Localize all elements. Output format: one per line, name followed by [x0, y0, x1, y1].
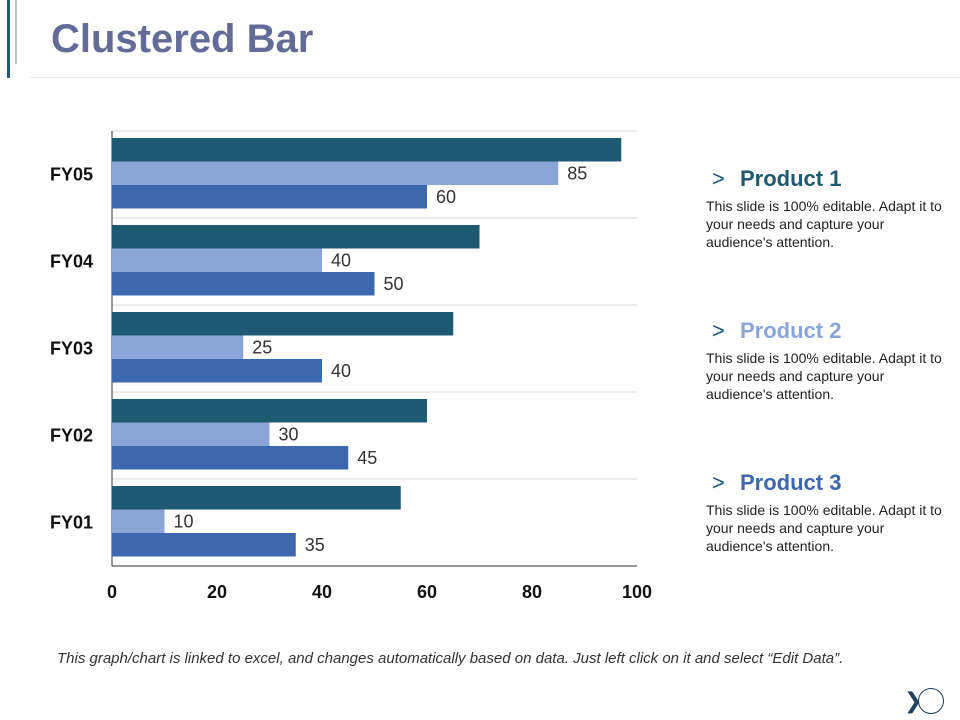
category-label: FY03: [50, 339, 93, 359]
bar-product-3: [112, 272, 375, 296]
bar-product-2: [112, 248, 322, 272]
legend-description: This slide is 100% editable. Adapt it to…: [706, 350, 942, 402]
x-tick-label: 0: [107, 582, 117, 602]
x-tick-label: 80: [522, 582, 542, 602]
circle-icon: [918, 688, 944, 714]
legend-item-product-2: > Product 2 This slide is 100% editable.…: [706, 317, 946, 403]
bar-product-2: [112, 335, 244, 359]
chevron-right-icon: >: [712, 470, 725, 495]
clustered-bar-chart: 10 35 FY01 30 45 FY02 25 40 FY03 40 50 FY04 85 60 FY05…: [50, 130, 652, 602]
x-tick-label: 100: [622, 582, 652, 602]
bar-product-2: [112, 509, 165, 533]
category-label: FY02: [50, 426, 93, 446]
chevron-right-icon: ❯: [904, 688, 923, 713]
legend-name: Product 2: [740, 318, 842, 343]
footer-note: This graph/chart is linked to excel, and…: [57, 650, 844, 667]
chevron-right-icon: >: [712, 318, 725, 343]
bar-product-3: [112, 359, 322, 383]
data-label: 85: [567, 163, 587, 183]
data-label: 10: [174, 511, 194, 531]
bar-product-1: [112, 312, 454, 336]
title-divider: [30, 77, 960, 78]
legend-name: Product 1: [740, 166, 842, 191]
data-label: 50: [384, 274, 404, 294]
bar-product-2: [112, 161, 559, 185]
legend-item-product-1: > Product 1 This slide is 100% editable.…: [706, 165, 946, 251]
bar-product-3: [112, 446, 349, 470]
legend-description: This slide is 100% editable. Adapt it to…: [706, 198, 942, 250]
category-label: FY01: [50, 513, 93, 533]
bar-product-2: [112, 422, 270, 446]
category-label: FY04: [50, 252, 93, 272]
legend-name: Product 3: [740, 470, 842, 495]
x-tick-label: 20: [207, 582, 227, 602]
data-label: 35: [305, 535, 325, 555]
data-label: 40: [331, 250, 351, 270]
bar-product-1: [112, 399, 427, 423]
bar-product-1: [112, 138, 622, 162]
data-label: 45: [357, 448, 377, 468]
data-label: 30: [279, 424, 299, 444]
bar-product-1: [112, 225, 480, 249]
bar-product-3: [112, 533, 296, 557]
bar-product-3: [112, 185, 427, 209]
title-accent-bar: [7, 0, 10, 78]
legend-description: This slide is 100% editable. Adapt it to…: [706, 502, 942, 554]
x-tick-label: 60: [417, 582, 437, 602]
x-tick-label: 40: [312, 582, 332, 602]
title-accent-line: [15, 0, 17, 64]
chevron-right-icon: >: [712, 166, 725, 191]
category-label: FY05: [50, 165, 93, 185]
page-title: Clustered Bar: [51, 17, 314, 61]
data-label: 40: [331, 361, 351, 381]
data-label: 60: [436, 187, 456, 207]
data-label: 25: [252, 337, 272, 357]
next-slide-button[interactable]: ❯: [904, 686, 950, 718]
legend-item-product-3: > Product 3 This slide is 100% editable.…: [706, 469, 946, 555]
bar-product-1: [112, 486, 401, 510]
